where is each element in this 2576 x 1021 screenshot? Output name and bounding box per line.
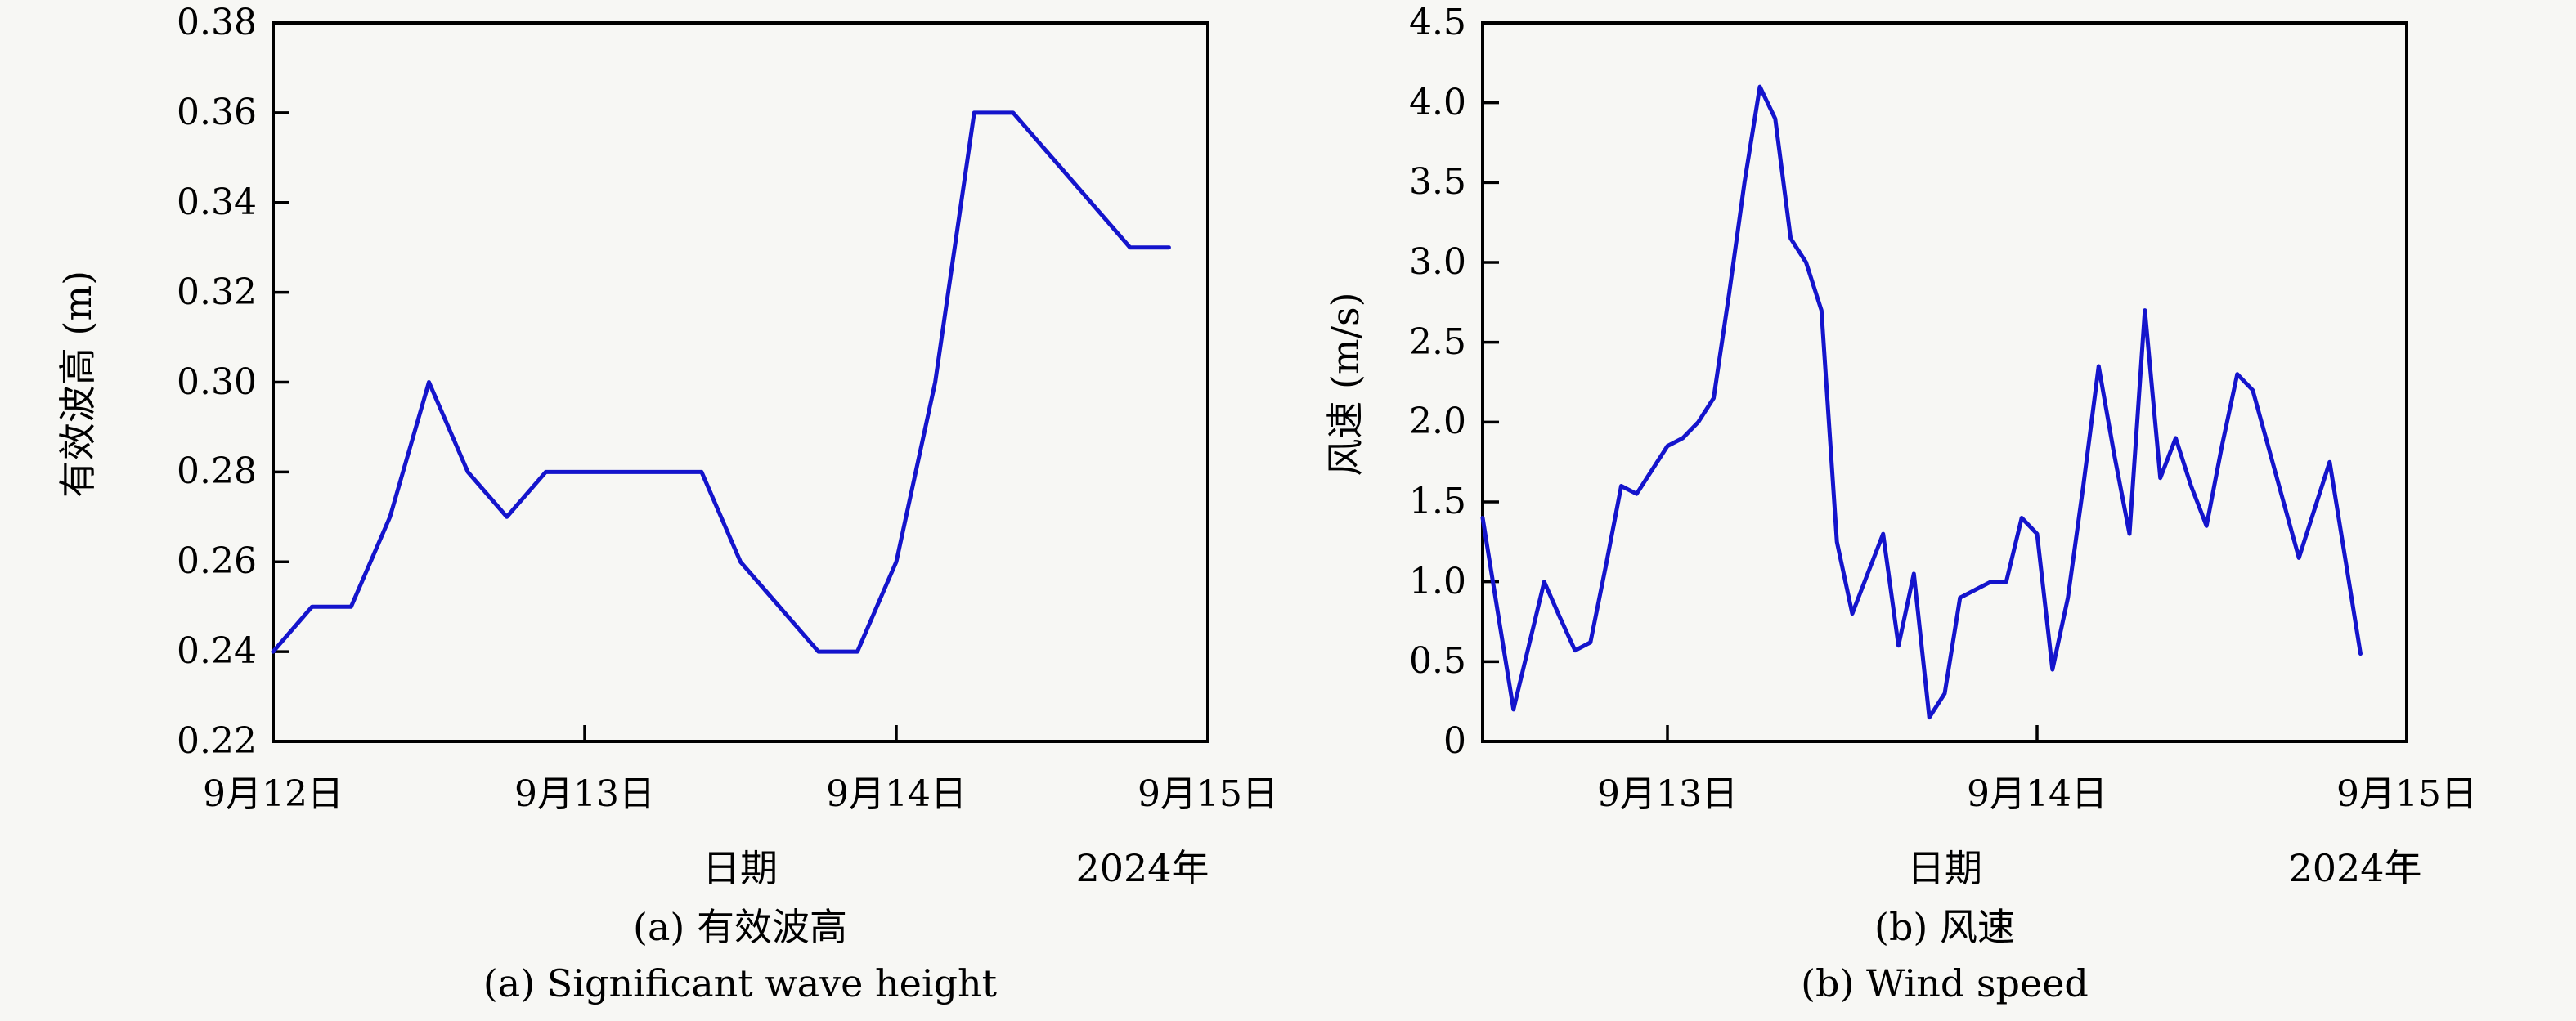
caption-b-chinese: (b) 风速 — [1874, 905, 2015, 949]
caption-a-chinese: (a) 有效波高 — [633, 905, 847, 949]
x-axis-label-date-b: 日期 — [1907, 846, 1982, 890]
wind-speed-line — [1480, 84, 2363, 720]
y-tick-label-a: 0.28 — [177, 450, 257, 493]
y-tick-label-a: 0.26 — [177, 540, 257, 583]
y-tick-label-b: 1.0 — [1409, 560, 1466, 602]
y-tick-label-a: 0.24 — [177, 630, 257, 673]
x-tick-label-b: 9月13日 — [1597, 773, 1738, 815]
year-label-b: 2024年 — [2288, 846, 2422, 890]
plot-frame-b — [1481, 21, 2408, 743]
y-tick-label-b: 4.0 — [1409, 81, 1466, 123]
x-tick-label-a: 9月15日 — [1138, 773, 1278, 815]
y-tick-label-b: 0.5 — [1409, 640, 1466, 683]
y-tick-label-a: 0.38 — [177, 2, 257, 43]
y-tick-label-b: 1.5 — [1409, 481, 1466, 522]
y-axis-label-wave-height: 有效波高 (m) — [56, 270, 100, 499]
plot-frame-a — [272, 21, 1209, 743]
y-tick-label-a: 0.22 — [177, 720, 257, 762]
y-tick-label-a: 0.30 — [177, 360, 257, 403]
x-tick-label-a: 9月14日 — [826, 773, 967, 815]
y-tick-label-b: 4.5 — [1409, 2, 1466, 43]
y-tick-label-a: 0.34 — [177, 181, 257, 223]
y-tick-label-b: 2.0 — [1409, 401, 1466, 443]
x-axis-label-date-a: 日期 — [702, 846, 778, 890]
wave-height-line — [271, 110, 1171, 654]
y-tick-label-b: 2.5 — [1409, 320, 1466, 363]
x-tick-label-b: 9月15日 — [2336, 773, 2477, 815]
y-tick-label-b: 3.0 — [1409, 241, 1466, 283]
year-label-a: 2024年 — [1075, 846, 1209, 890]
caption-b-english: (b) Wind speed — [1801, 961, 2089, 1005]
x-tick-label-a: 9月13日 — [514, 773, 655, 815]
y-tick-label-a: 0.36 — [177, 91, 257, 133]
y-tick-label-b: 3.5 — [1409, 161, 1466, 204]
caption-a-english: (a) Significant wave height — [482, 961, 998, 1005]
x-tick-label-a: 9月12日 — [203, 773, 343, 815]
y-tick-label-b: 0 — [1443, 720, 1466, 762]
x-tick-label-b: 9月14日 — [1967, 773, 2107, 815]
y-tick-label-a: 0.32 — [177, 271, 257, 313]
